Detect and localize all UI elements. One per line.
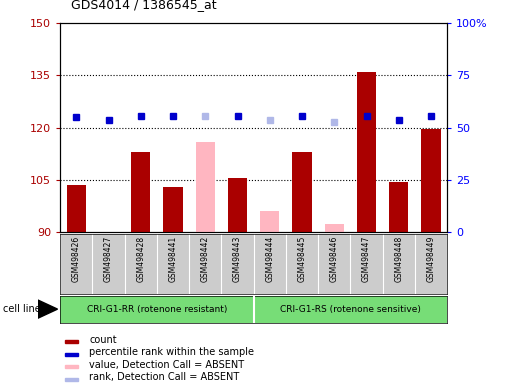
Bar — [65, 353, 78, 356]
Bar — [66, 185, 86, 232]
Text: rank, Detection Call = ABSENT: rank, Detection Call = ABSENT — [89, 372, 240, 382]
Text: GSM498444: GSM498444 — [265, 236, 274, 282]
Text: GSM498427: GSM498427 — [104, 236, 113, 282]
Text: GSM498447: GSM498447 — [362, 236, 371, 282]
Text: GSM498449: GSM498449 — [427, 236, 436, 282]
Text: GSM498443: GSM498443 — [233, 236, 242, 282]
Text: GSM498442: GSM498442 — [201, 236, 210, 282]
Bar — [357, 72, 376, 232]
Text: CRI-G1-RS (rotenone sensitive): CRI-G1-RS (rotenone sensitive) — [280, 305, 421, 314]
Bar — [292, 152, 312, 232]
Text: percentile rank within the sample: percentile rank within the sample — [89, 347, 254, 357]
Bar — [65, 377, 78, 381]
Text: cell line: cell line — [3, 304, 40, 314]
Text: GSM498445: GSM498445 — [298, 236, 306, 282]
Text: count: count — [89, 334, 117, 345]
Text: value, Detection Call = ABSENT: value, Detection Call = ABSENT — [89, 359, 244, 370]
Bar — [196, 142, 215, 232]
Bar — [65, 365, 78, 368]
Text: GSM498446: GSM498446 — [330, 236, 339, 282]
Text: GSM498441: GSM498441 — [168, 236, 177, 282]
Bar — [60, 296, 254, 323]
Bar — [163, 187, 183, 232]
Bar — [254, 296, 447, 323]
Bar — [260, 212, 279, 232]
Text: GSM498428: GSM498428 — [137, 236, 145, 282]
Bar — [325, 223, 344, 232]
Bar — [131, 152, 151, 232]
Bar — [389, 182, 408, 232]
Text: GSM498426: GSM498426 — [72, 236, 81, 282]
Polygon shape — [38, 300, 58, 318]
Bar — [65, 340, 78, 343]
Bar — [422, 129, 441, 232]
Bar — [228, 178, 247, 232]
Text: CRI-G1-RR (rotenone resistant): CRI-G1-RR (rotenone resistant) — [87, 305, 227, 314]
Bar — [99, 232, 118, 234]
Text: GSM498448: GSM498448 — [394, 236, 403, 282]
Text: GDS4014 / 1386545_at: GDS4014 / 1386545_at — [71, 0, 216, 12]
